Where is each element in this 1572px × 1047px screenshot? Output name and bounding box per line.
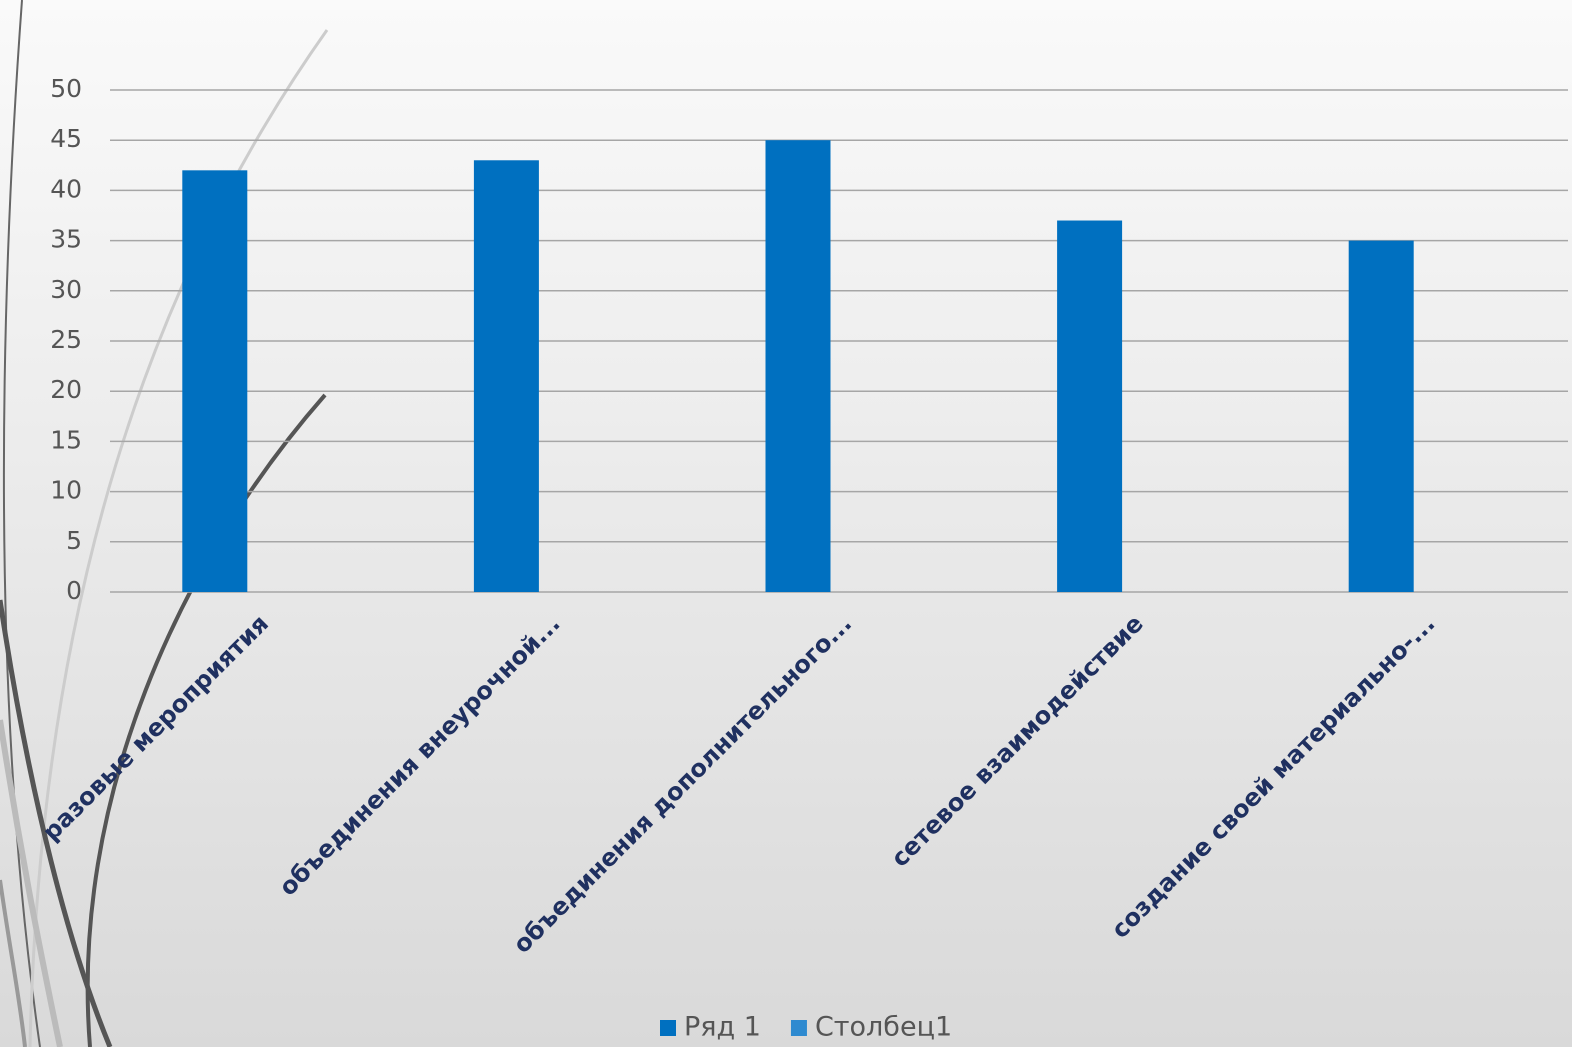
y-tick-label: 50 xyxy=(50,74,82,103)
decoration xyxy=(0,0,329,1047)
bar xyxy=(1057,220,1123,592)
legend-swatch xyxy=(790,1020,807,1036)
legend-swatch xyxy=(660,1020,676,1036)
y-tick-label: 30 xyxy=(50,275,82,304)
y-tick-label: 5 xyxy=(66,526,82,555)
y-tick-label: 20 xyxy=(50,375,82,404)
bar xyxy=(1348,240,1414,592)
y-tick-label: 10 xyxy=(50,476,82,505)
y-tick-label: 35 xyxy=(50,225,82,254)
y-tick-label: 45 xyxy=(50,124,82,153)
y-tick-label: 15 xyxy=(50,425,82,454)
bar xyxy=(765,140,831,592)
bar xyxy=(182,170,248,592)
legend-label: Столбец1 xyxy=(815,1012,952,1043)
y-tick-label: 0 xyxy=(66,576,82,605)
y-tick-label: 25 xyxy=(50,325,82,354)
legend-label: Ряд 1 xyxy=(684,1012,761,1043)
bar xyxy=(473,160,539,592)
y-tick-label: 40 xyxy=(50,174,82,203)
